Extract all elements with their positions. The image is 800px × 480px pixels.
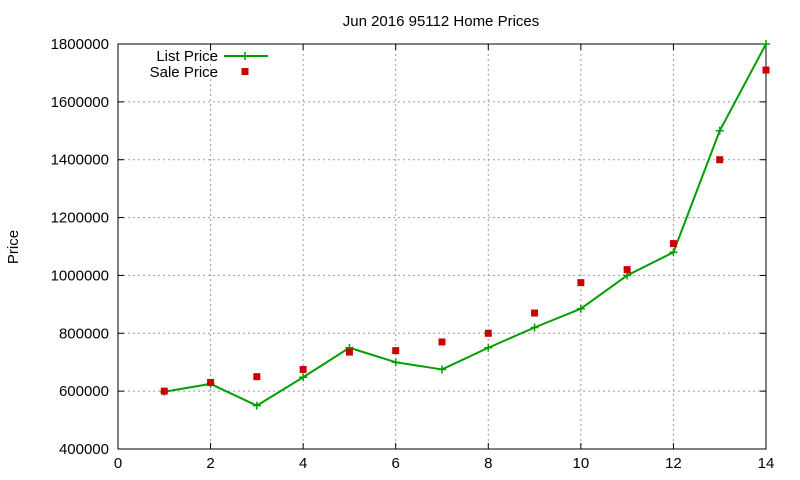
sale-price-point [207, 378, 215, 386]
list-price-point [438, 365, 446, 374]
x-tick-label: 4 [299, 455, 307, 472]
y-tick-label: 1600000 [51, 94, 109, 111]
chart-title: Jun 2016 95112 Home Prices [343, 13, 540, 30]
legend-marker-list-price [241, 52, 249, 60]
y-tick-label: 1400000 [51, 152, 109, 169]
list-price-line [164, 43, 767, 407]
list-price-point [669, 248, 678, 257]
y-axis-label: Price [5, 230, 22, 264]
plot-frame [117, 43, 767, 450]
grid [118, 44, 766, 449]
sale-price-point [577, 279, 585, 287]
x-tick-labels: 0 2 4 6 8 10 12 14 [114, 455, 775, 472]
sale-price-point [253, 373, 261, 381]
legend-label-list-price: List Price [156, 48, 218, 65]
sale-price-point [531, 309, 539, 317]
sale-price-point [623, 266, 631, 274]
y-tick-label: 800000 [59, 325, 109, 342]
sale-price-point [762, 66, 770, 74]
list-price-point [762, 40, 770, 48]
x-tick-label: 0 [114, 455, 122, 472]
legend-marker-sale-price [241, 68, 249, 75]
list-price-point [391, 358, 400, 367]
x-tick-label: 6 [392, 455, 400, 472]
list-price-point [530, 323, 539, 332]
list-price-point [484, 343, 493, 352]
sale-price-point [299, 365, 307, 373]
sale-price-point [345, 348, 353, 356]
x-tick-label: 10 [573, 455, 590, 472]
x-tick-label: 14 [758, 455, 775, 472]
sale-price-point [160, 387, 168, 395]
y-tick-label: 1000000 [51, 267, 109, 284]
y-tick-label: 1200000 [51, 210, 109, 227]
sale-price-point [716, 156, 724, 164]
list-price-point [576, 304, 585, 313]
series-layer [160, 40, 770, 410]
list-price-point [715, 126, 724, 135]
x-tick-label: 2 [206, 455, 214, 472]
sale-price-point [484, 329, 492, 337]
y-tick-label: 400000 [59, 441, 109, 458]
x-tick-label: 8 [484, 455, 492, 472]
y-tick-label: 1800000 [51, 36, 109, 53]
y-tick-labels: 400000 600000 800000 1000000 1200000 1400000 1… [51, 36, 109, 458]
legend: List Price Sale Price [150, 48, 268, 81]
sale-price-point [438, 338, 446, 346]
x-tick-label: 12 [665, 455, 682, 472]
legend-label-sale-price: Sale Price [150, 64, 218, 81]
y-tick-label: 600000 [59, 383, 109, 400]
sale-price-point [669, 240, 677, 248]
list-price-point [299, 373, 308, 382]
sale-price-point [392, 347, 400, 355]
tick-marks [117, 43, 767, 450]
list-price-point [252, 401, 261, 410]
